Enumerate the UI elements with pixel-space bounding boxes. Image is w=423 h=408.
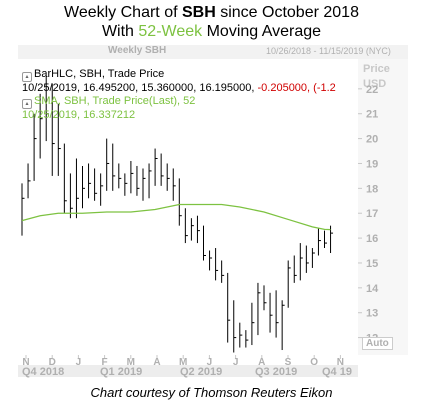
- y-tick-label: 21: [366, 109, 378, 121]
- title-prefix: Weekly Chart of: [64, 4, 182, 21]
- y-tick-label: 20: [366, 134, 378, 146]
- sma-series-icon[interactable]: ▴: [22, 99, 32, 109]
- legend-bar-name: BarHLC, SBH, Trade Price: [34, 68, 165, 80]
- chart-courtesy-caption: Chart courtesy of Thomson Reuters Eikon: [90, 385, 333, 400]
- y-tick-label: 15: [366, 258, 378, 270]
- legend-bar-values: 10/25/2019, 16.495200, 15.360000, 16.195…: [22, 82, 336, 94]
- x-tick-label: O: [310, 357, 318, 368]
- y-tick-label: 22: [366, 84, 378, 96]
- x-tick-label: N: [337, 357, 344, 368]
- period-label: Q3 2019: [255, 366, 297, 378]
- subtitle-highlight: 52-Week: [138, 23, 203, 40]
- y-tick-label: 18: [366, 183, 378, 195]
- legend-sma-series[interactable]: ▴ SMA, SBH, Trade Price(Last), 52: [22, 95, 195, 109]
- period-label: Q2 2019: [180, 366, 222, 378]
- legend-bar-series[interactable]: ▴ BarHLC, SBH, Trade Price: [22, 68, 164, 82]
- x-tick-label: J: [207, 357, 213, 368]
- x-tick-label: J: [233, 357, 239, 368]
- legend-bar-ohlc: 10/25/2019, 16.495200, 15.360000, 16.195…: [22, 82, 258, 94]
- x-tick-label: S: [285, 357, 292, 368]
- chart-title-line2: With 52-Week Moving Average: [0, 23, 423, 41]
- x-tick-label: N: [22, 357, 29, 368]
- y-tick-label: 17: [366, 208, 378, 220]
- title-ticker: SBH: [181, 4, 216, 21]
- bar-series-icon[interactable]: ▴: [22, 72, 32, 82]
- y-tick-label: 19: [366, 158, 378, 170]
- legend-sma-name: SMA, SBH, Trade Price(Last), 52: [34, 95, 196, 107]
- sma-line: [21, 203, 331, 231]
- period-label: Q4 2018: [22, 366, 64, 378]
- x-tick-label: A: [258, 357, 265, 368]
- legend-sma-value: 10/25/2019, 16.337212: [22, 109, 136, 121]
- subtitle-suffix: Moving Average: [202, 23, 322, 40]
- y-tick-label: 16: [366, 233, 378, 245]
- currency-label: USD: [363, 78, 387, 90]
- legend-bar-change: -0.205000, (-1.2: [257, 82, 336, 94]
- period-label: Q1 2019: [100, 366, 142, 378]
- y-tick-label: 13: [366, 308, 378, 320]
- price-axis-label: Price: [363, 63, 390, 75]
- x-tick-label: D: [49, 357, 56, 368]
- chart-title-line1: Weekly Chart of SBH since October 2018: [0, 4, 423, 22]
- x-tick-label: J: [76, 357, 82, 368]
- y-tick-label: 14: [366, 283, 379, 295]
- legend-sma-values: 10/25/2019, 16.337212: [22, 109, 135, 121]
- x-tick-label: F: [102, 357, 108, 368]
- x-tick-label: M: [127, 357, 135, 368]
- panel-title: Weekly SBH: [108, 45, 167, 56]
- period-label: Q4 19: [322, 366, 352, 378]
- subtitle-prefix: With: [101, 23, 139, 40]
- period-bar: [18, 365, 358, 377]
- panel-date-range: 10/26/2018 - 11/15/2019 (NYC): [266, 46, 391, 56]
- panel-header: [18, 45, 408, 59]
- price-axis-column: [358, 59, 408, 355]
- x-tick-label: A: [153, 357, 160, 368]
- title-suffix: since October 2018: [215, 4, 359, 21]
- auto-scale-button[interactable]: Auto: [362, 337, 393, 350]
- x-tick-label: M: [179, 357, 187, 368]
